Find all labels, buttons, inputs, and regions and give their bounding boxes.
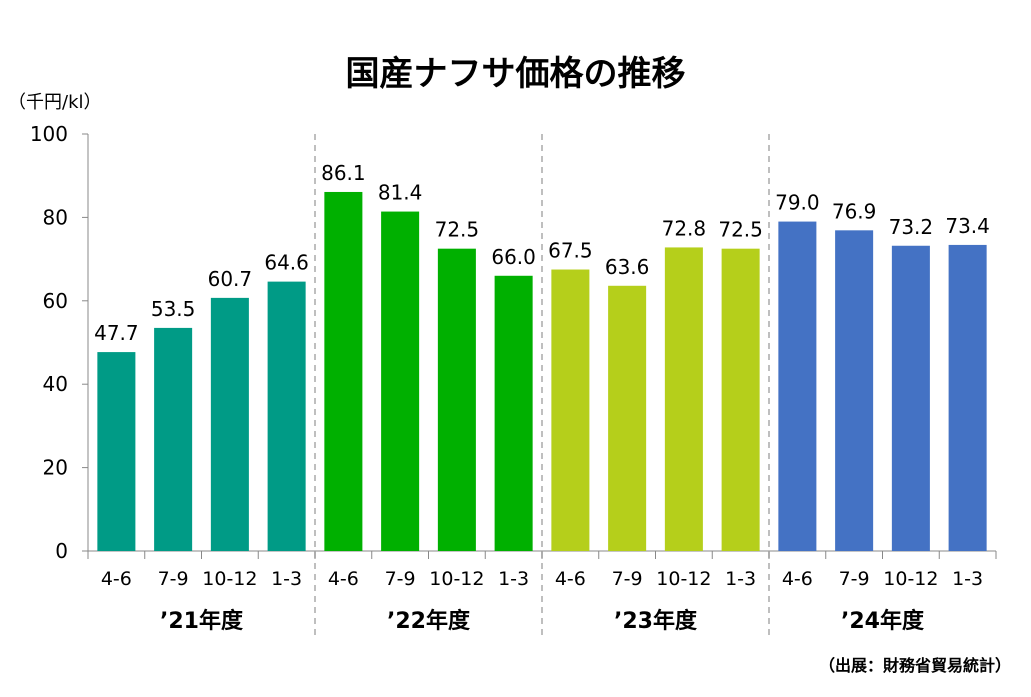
group-label: ’24年度 — [841, 608, 925, 634]
bar — [664, 247, 703, 551]
group-label: ’22年度 — [387, 608, 471, 634]
data-label: 47.7 — [94, 321, 139, 345]
data-label: 72.5 — [718, 218, 763, 242]
x-tick-label: 10-12 — [883, 568, 938, 590]
data-label: 73.4 — [945, 214, 990, 238]
bar — [551, 269, 590, 551]
y-tick-label: 20 — [43, 456, 68, 480]
x-tick-label: 4-6 — [782, 568, 813, 590]
x-tick-label: 7-9 — [158, 568, 189, 590]
x-tick-label: 7-9 — [385, 568, 416, 590]
source-note: （出展：財務省貿易統計） — [818, 656, 1011, 675]
data-label: 73.2 — [889, 215, 934, 239]
data-label: 72.8 — [662, 216, 707, 240]
x-tick-label: 10-12 — [202, 568, 257, 590]
x-tick-label: 1-3 — [725, 568, 756, 590]
data-label: 86.1 — [321, 161, 366, 185]
data-label: 53.5 — [151, 297, 196, 321]
data-label: 81.4 — [378, 181, 423, 205]
bar — [778, 221, 817, 551]
y-tick-label: 40 — [43, 372, 68, 396]
bar — [267, 281, 306, 551]
group-label: ’23年度 — [614, 608, 698, 634]
chart-title: 国産ナフサ価格の推移 — [345, 54, 686, 94]
bar — [381, 211, 420, 551]
data-label: 72.5 — [435, 218, 480, 242]
y-tick-label: 0 — [55, 539, 68, 563]
y-axis-unit-label: （千円/kl） — [8, 92, 102, 113]
data-label: 60.7 — [208, 267, 253, 291]
bar — [608, 285, 647, 551]
bar — [721, 248, 760, 552]
x-tick-label: 10-12 — [656, 568, 711, 590]
x-tick-label: 4-6 — [328, 568, 359, 590]
bar — [494, 275, 533, 551]
data-label: 66.0 — [491, 245, 536, 269]
y-tick-label: 100 — [30, 122, 68, 146]
x-tick-label: 4-6 — [555, 568, 586, 590]
x-tick-label: 1-3 — [498, 568, 529, 590]
data-label: 63.6 — [605, 255, 650, 279]
x-tick-label: 7-9 — [839, 568, 870, 590]
bar — [154, 327, 193, 551]
data-label: 76.9 — [832, 199, 877, 223]
bar — [324, 191, 363, 551]
y-tick-label: 60 — [43, 289, 68, 313]
bar — [437, 248, 476, 552]
bar — [891, 245, 930, 552]
group-label: ’21年度 — [160, 608, 244, 634]
data-label: 79.0 — [775, 191, 820, 215]
x-tick-label: 7-9 — [612, 568, 643, 590]
bar — [210, 297, 249, 551]
bar — [97, 352, 136, 551]
data-label: 64.6 — [264, 251, 309, 275]
bar — [835, 230, 874, 551]
y-tick-label: 80 — [43, 205, 68, 229]
x-tick-label: 10-12 — [429, 568, 484, 590]
x-tick-label: 1-3 — [952, 568, 983, 590]
bar — [948, 244, 987, 551]
data-label: 67.5 — [548, 239, 593, 263]
x-tick-label: 1-3 — [271, 568, 302, 590]
x-tick-label: 4-6 — [101, 568, 132, 590]
